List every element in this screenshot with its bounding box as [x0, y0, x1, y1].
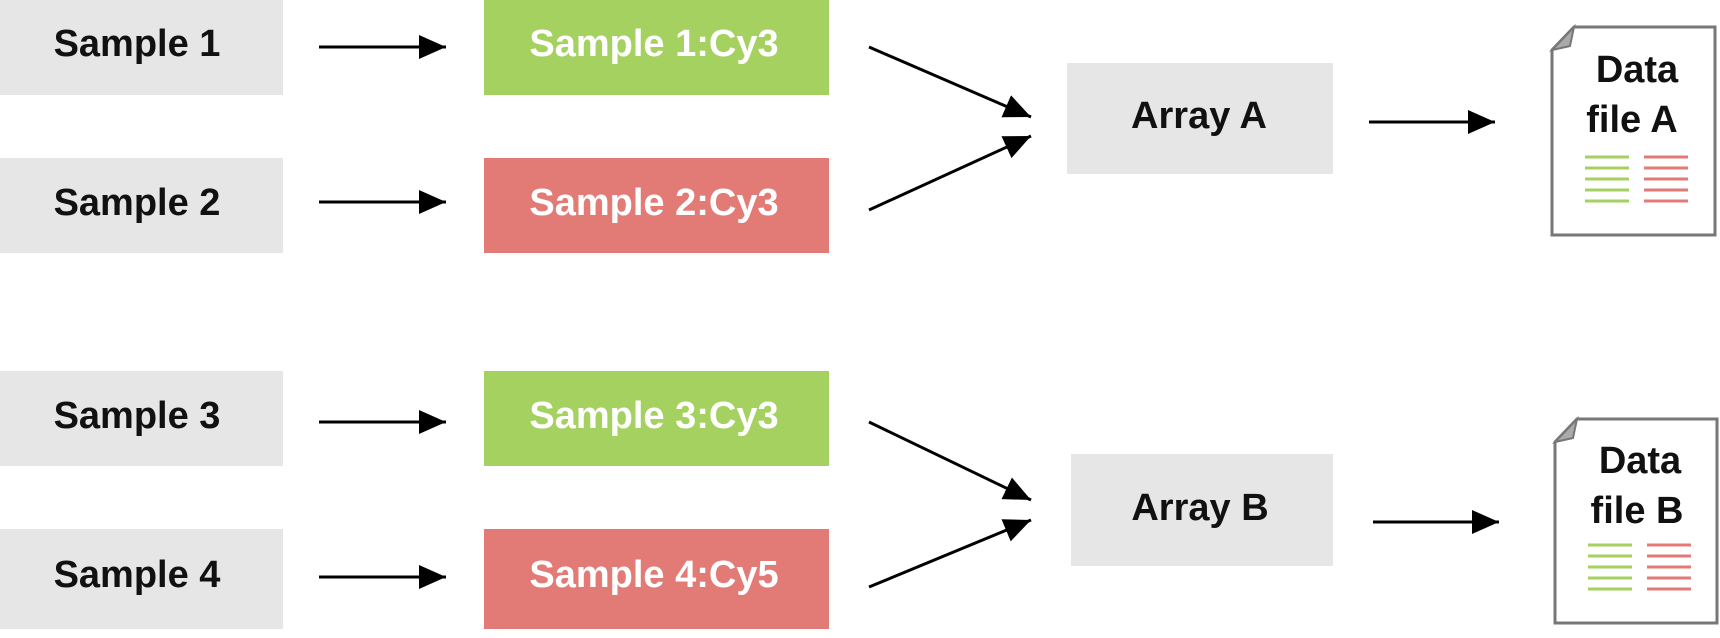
sample-label: Sample 4 [54, 554, 221, 596]
labeled-box [484, 529, 829, 629]
file-label: file B [1591, 490, 1684, 532]
array-label: Array A [1131, 95, 1267, 137]
data-file: Data file B [1551, 415, 1719, 625]
labeled-label: Sample 3:Cy3 [529, 395, 778, 437]
sample-box [0, 0, 283, 95]
arrow [868, 518, 1032, 589]
labeled-box [484, 158, 829, 253]
sample-box [0, 371, 283, 466]
sample-label: Sample 3 [54, 395, 221, 437]
file-label: file A [1586, 99, 1678, 141]
arrow [868, 134, 1032, 212]
array-box [1071, 454, 1333, 566]
sample-label: Sample 2 [54, 182, 221, 224]
labeled-label: Sample 2:Cy3 [529, 182, 778, 224]
sample-box [0, 158, 283, 253]
labeled-label: Sample 4:Cy5 [529, 554, 778, 596]
sample-label: Sample 1 [54, 23, 221, 65]
data-file: Data file A [1548, 23, 1717, 237]
array-box [1067, 63, 1333, 174]
array-label: Array B [1131, 487, 1268, 529]
file-label: Data [1599, 440, 1682, 482]
arrow [868, 45, 1032, 119]
labeled-box [484, 371, 829, 466]
sample-box [0, 529, 283, 629]
labeled-box [484, 0, 829, 95]
arrow [868, 420, 1032, 502]
file-label: Data [1596, 49, 1679, 91]
labeled-label: Sample 1:Cy3 [529, 23, 778, 65]
